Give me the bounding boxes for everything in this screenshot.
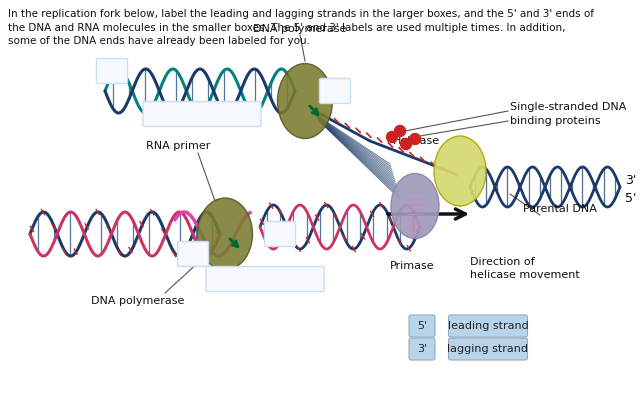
- FancyBboxPatch shape: [143, 101, 261, 126]
- Text: 5': 5': [417, 321, 427, 331]
- Circle shape: [386, 132, 397, 142]
- Ellipse shape: [391, 173, 439, 238]
- Text: RNA primer: RNA primer: [146, 141, 210, 151]
- Circle shape: [401, 139, 412, 150]
- FancyBboxPatch shape: [206, 267, 324, 292]
- FancyBboxPatch shape: [319, 79, 350, 103]
- Text: DNA polymerase: DNA polymerase: [91, 296, 185, 306]
- Text: leading strand: leading strand: [448, 321, 528, 331]
- Ellipse shape: [198, 198, 252, 270]
- FancyBboxPatch shape: [97, 58, 128, 83]
- Text: 3': 3': [417, 344, 427, 354]
- Text: lagging strand: lagging strand: [448, 344, 529, 354]
- Text: DNA polymerase: DNA polymerase: [253, 24, 346, 34]
- Ellipse shape: [434, 136, 486, 206]
- Text: In the replication fork below, label the leading and lagging strands in the larg: In the replication fork below, label the…: [8, 9, 594, 46]
- Text: Primase: Primase: [390, 261, 434, 271]
- Text: Helicase: Helicase: [393, 136, 440, 146]
- Text: Single-stranded DNA
binding proteins: Single-stranded DNA binding proteins: [510, 102, 627, 126]
- FancyBboxPatch shape: [448, 315, 527, 337]
- FancyBboxPatch shape: [409, 338, 435, 360]
- FancyBboxPatch shape: [178, 241, 209, 267]
- Circle shape: [410, 133, 421, 144]
- Circle shape: [395, 126, 406, 137]
- Text: Direction of
helicase movement: Direction of helicase movement: [470, 257, 580, 280]
- Text: 3': 3': [625, 175, 636, 187]
- Text: Parental DNA: Parental DNA: [523, 204, 597, 214]
- Text: 5': 5': [625, 193, 636, 205]
- FancyBboxPatch shape: [409, 315, 435, 337]
- FancyBboxPatch shape: [265, 222, 296, 247]
- FancyBboxPatch shape: [448, 338, 527, 360]
- Ellipse shape: [278, 63, 332, 139]
